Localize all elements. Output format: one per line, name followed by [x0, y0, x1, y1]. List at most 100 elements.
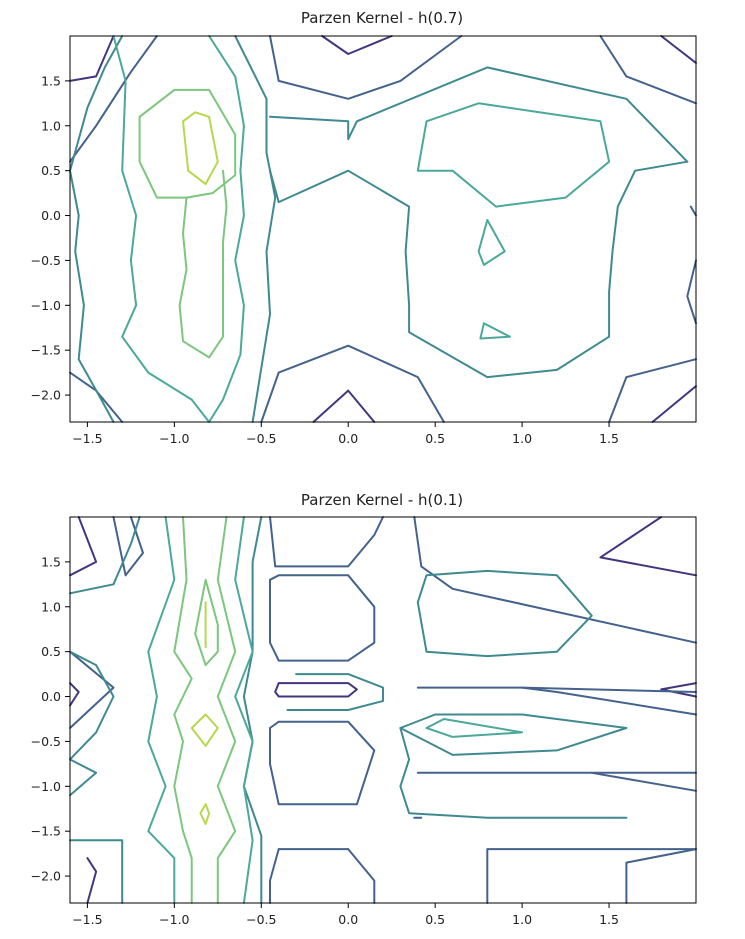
bottom-contour-plot: Parzen Kernel - h(0.1) −1.5 −1.0 −0.5 0.0 0.…: [31, 491, 697, 927]
top-contour-level-2-line: [269, 35, 463, 100]
top-plot-frame: [69, 35, 697, 423]
bottom-contour-level-2-line: [269, 720, 376, 806]
top-contour-level-5-line: [138, 88, 237, 359]
bottom-contour-level-1-line: [599, 516, 697, 577]
top-contour-level-2-line: [260, 344, 445, 423]
bottom-y-tick-label: 1.0: [41, 599, 61, 614]
bottom-contour-level-5-line: [194, 578, 219, 667]
top-plot-title: Parzen Kernel - h(0.7): [301, 9, 463, 27]
bottom-y-tick-label: 0.0: [41, 689, 61, 704]
bottom-x-tick-label: 0.5: [425, 912, 445, 927]
top-contour-level-2-line: [69, 35, 158, 163]
bottom-y-axis: −2.0 −1.5 −1.0 −0.5 0.0 0.5 1.0 1.5: [31, 554, 70, 884]
bottom-contour-level-6-line: [199, 803, 211, 825]
bottom-x-tick-label: −1.5: [72, 912, 102, 927]
top-x-tick-label: −1.0: [159, 431, 189, 446]
top-y-tick-label: −1.5: [31, 343, 61, 358]
bottom-contour-level-3-line: [69, 516, 141, 595]
bottom-y-tick-label: −2.0: [31, 869, 61, 884]
bottom-x-tick-label: 1.5: [599, 912, 619, 927]
top-contour-level-3-line: [69, 35, 124, 172]
bottom-contour-level-3-line: [69, 839, 124, 904]
bottom-contour-level-3-line: [286, 673, 384, 711]
top-contour-level-1-line: [321, 35, 393, 55]
bottom-contour-level-5-line: [216, 516, 237, 904]
top-x-tick-label: 1.5: [599, 431, 619, 446]
bottom-contour-level-3-line: [416, 569, 593, 658]
bottom-contour-level-4-line: [147, 516, 176, 904]
bottom-contour-level-2-line: [413, 516, 697, 644]
bottom-y-tick-label: −1.0: [31, 779, 61, 794]
top-x-tick-label: −1.5: [72, 431, 102, 446]
bottom-contour-level-3-line: [399, 713, 628, 756]
top-contour-level-2-line: [599, 35, 697, 105]
top-x-tick-label: 1.0: [512, 431, 532, 446]
bottom-contour-level-2-line: [347, 848, 376, 904]
top-contour-level-2-line: [686, 259, 697, 325]
bottom-x-tick-label: −0.5: [246, 912, 276, 927]
top-y-tick-label: 1.5: [41, 73, 61, 88]
bottom-y-tick-label: 1.5: [41, 554, 61, 569]
bottom-contour-level-1-line: [660, 682, 697, 698]
bottom-contour-level-2-line: [269, 516, 384, 568]
top-y-tick-label: 0.0: [41, 208, 61, 223]
bottom-contour-level-3-line: [399, 727, 628, 819]
bottom-x-axis: −1.5 −1.0 −0.5 0.0 0.5 1.0 1.5: [72, 903, 619, 927]
bottom-contour-level-3-line: [69, 758, 98, 797]
bottom-contour-level-5-line: [173, 516, 193, 904]
top-contour-level-3-line: [269, 160, 689, 379]
bottom-contour-level-2-line: [486, 848, 697, 904]
bottom-x-tick-label: 0.0: [338, 912, 358, 927]
top-contour-level-2-line: [689, 205, 697, 217]
bottom-y-tick-label: −0.5: [31, 734, 61, 749]
top-y-tick-label: 1.0: [41, 118, 61, 133]
top-x-axis: −1.5 −1.0 −0.5 0.0 0.5 1.0 1.5: [72, 422, 619, 446]
bottom-y-tick-label: 0.5: [41, 644, 61, 659]
bottom-contour-level-1-line: [69, 682, 80, 707]
bottom-contour-level-2-line: [590, 771, 697, 792]
bottom-contour-level-6-line: [190, 713, 219, 747]
bottom-contour-level-1-line: [86, 857, 98, 904]
bottom-contour-level-3-line: [69, 650, 115, 761]
top-contour-level-2-line: [69, 371, 124, 423]
bottom-contour-level-4-line: [234, 516, 254, 904]
top-x-tick-label: 0.0: [338, 431, 358, 446]
bottom-contour-lines: [69, 516, 697, 904]
top-contour-level-2-line: [608, 358, 697, 423]
top-y-tick-label: −1.0: [31, 298, 61, 313]
top-contour-level-3-line: [234, 35, 277, 423]
bottom-plot-title: Parzen Kernel - h(0.1): [301, 491, 463, 509]
top-x-tick-label: −0.5: [246, 431, 276, 446]
top-contour-level-5-line: [138, 115, 188, 199]
bottom-contour-level-2-line: [521, 686, 697, 716]
bottom-plot-frame: [69, 516, 697, 904]
top-contour-level-4-line: [479, 322, 511, 340]
bottom-contour-level-2-line: [269, 848, 280, 904]
bottom-x-tick-label: −1.0: [159, 912, 189, 927]
top-contour-plot: Parzen Kernel - h(0.7) −1.5 −1.0 −0.5 0.0 0.…: [31, 9, 697, 446]
bottom-contour-level-2-line: [69, 650, 115, 729]
top-x-tick-label: 0.5: [425, 431, 445, 446]
bottom-contour-level-1-line: [69, 516, 98, 577]
bottom-contour-level-2-line: [269, 574, 376, 662]
top-contour-level-1-line: [651, 385, 697, 423]
top-contour-level-3-line: [269, 66, 689, 163]
top-contour-lines: [69, 35, 697, 423]
bottom-x-tick-label: 1.0: [512, 912, 532, 927]
top-contour-level-1-line: [312, 389, 376, 423]
bottom-contour-level-3-line: [242, 516, 263, 904]
top-y-axis: −2.0 −1.5 −1.0 −0.5 0.0 0.5 1.0 1.5: [31, 73, 70, 403]
top-contour-level-4-line: [416, 102, 611, 208]
top-contour-level-3-line: [69, 169, 115, 423]
bottom-contour-level-1-line: [274, 682, 358, 698]
top-y-tick-label: 0.5: [41, 163, 61, 178]
bottom-contour-level-4-line: [425, 718, 524, 738]
bottom-contour-level-2-line: [112, 516, 144, 577]
bottom-y-tick-label: −1.5: [31, 824, 61, 839]
top-contour-level-4-line: [477, 219, 506, 266]
top-contour-level-1-line: [69, 35, 115, 82]
top-y-tick-label: −0.5: [31, 253, 61, 268]
top-contour-level-4-line: [112, 35, 211, 423]
top-contour-level-1-line: [660, 35, 697, 64]
